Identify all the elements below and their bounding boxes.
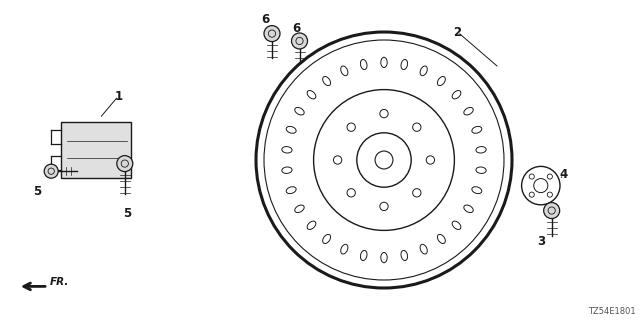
Text: 6: 6 [292, 22, 300, 35]
Bar [61, 122, 131, 178]
Text: 1: 1 [115, 90, 122, 102]
Text: 4: 4 [559, 168, 567, 181]
Text: 5: 5 [123, 207, 131, 220]
Circle shape [543, 203, 559, 219]
Text: FR.: FR. [50, 277, 69, 287]
Text: 6: 6 [262, 13, 269, 26]
Circle shape [44, 164, 58, 178]
Text: 3: 3 [537, 235, 545, 248]
Text: TZ54E1801: TZ54E1801 [588, 307, 636, 316]
Text: 2: 2 [454, 26, 461, 38]
Circle shape [292, 33, 308, 49]
Circle shape [264, 26, 280, 42]
Circle shape [117, 156, 133, 172]
Text: 5: 5 [33, 185, 41, 198]
